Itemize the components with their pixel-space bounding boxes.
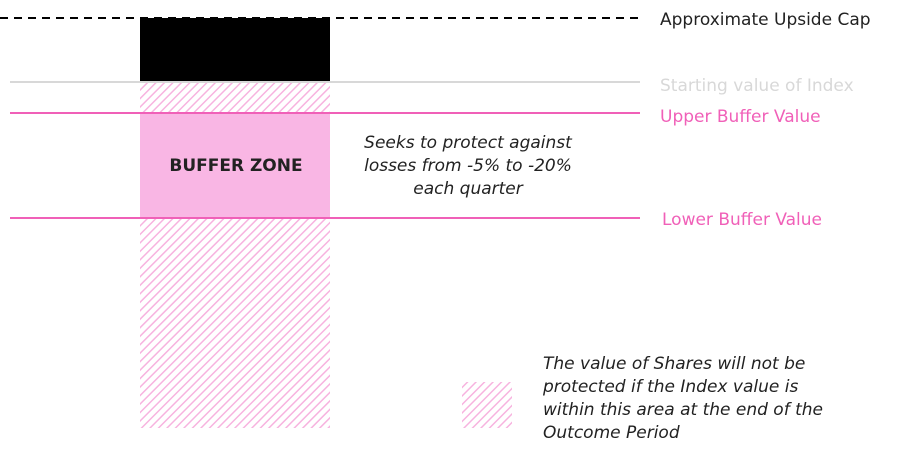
zone-title: BUFFER ZONE	[169, 156, 302, 176]
label: Lower Buffer Value	[662, 210, 822, 230]
buffer-zone	[140, 113, 330, 218]
zone-text: Seeks to protect against	[364, 133, 573, 153]
upside-block	[140, 18, 330, 82]
label: Upper Buffer Value	[660, 107, 821, 127]
legend-text: protected if the Index value is	[542, 377, 798, 397]
legend-text: Outcome Period	[543, 423, 680, 443]
legend-text: The value of Shares will not be	[543, 354, 805, 374]
zone-text: losses from -5% to -20%	[364, 156, 572, 176]
label: Approximate Upside Cap	[660, 10, 871, 30]
legend-text: within this area at the end of the	[543, 400, 823, 420]
legend-swatch	[462, 382, 512, 428]
label: Starting value of Index	[660, 76, 854, 96]
zone-text: each quarter	[413, 179, 523, 199]
